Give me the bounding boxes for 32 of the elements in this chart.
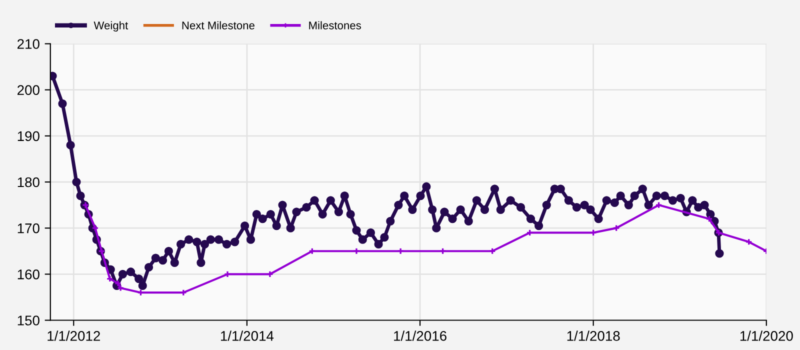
y-tick-label: 200 (18, 85, 40, 96)
point (706, 215, 713, 222)
point (106, 275, 114, 282)
point (266, 270, 274, 278)
x-tick-label: 1/1/2018 (567, 330, 620, 341)
legend-label: Milestones (309, 21, 361, 30)
point (612, 224, 620, 232)
point (352, 248, 360, 255)
y-tick-label: 180 (18, 177, 40, 188)
x-tick-label: 1/1/2016 (394, 330, 446, 341)
point (114, 280, 122, 287)
y-tick-label: 190 (18, 131, 40, 142)
point (745, 238, 752, 246)
y-tick-label: 160 (18, 270, 40, 280)
point (439, 248, 446, 255)
x-tick-label: 1/1/2020 (740, 330, 793, 341)
point (308, 248, 316, 255)
point (116, 284, 124, 292)
y-tick-label: 210 (18, 39, 40, 49)
x-tick-label: 1/1/2012 (48, 330, 100, 341)
legend-label: Weight (94, 21, 128, 32)
y-tick-label: 150 (18, 316, 40, 326)
point (396, 248, 404, 255)
x-tick-label: 1/1/2014 (220, 330, 274, 341)
point (655, 201, 662, 209)
point (224, 270, 232, 278)
y-tick-label: 170 (18, 223, 40, 234)
point (526, 229, 534, 236)
legend-label: Next Milestone (182, 21, 254, 30)
point (488, 248, 496, 255)
point (92, 224, 99, 232)
point (590, 229, 597, 236)
